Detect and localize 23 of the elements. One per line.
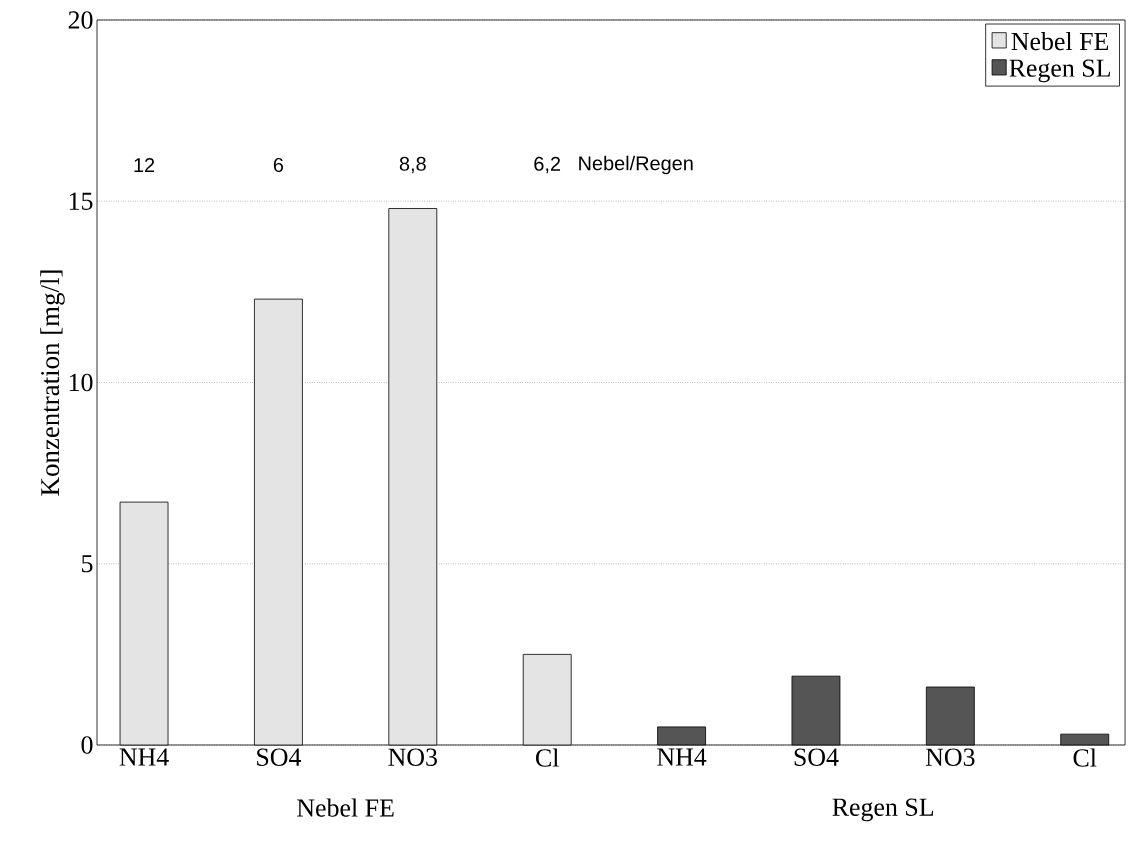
y-axis-title: Konzentration [mg/l]	[40, 270, 65, 496]
y-tick-label: 5	[82, 555, 93, 573]
y-tick-label: 10	[69, 373, 93, 392]
legend-label: Nebel FE	[1011, 32, 1109, 51]
text: Regen SL	[832, 798, 934, 822]
legend-label: Regen SL	[1009, 59, 1110, 83]
x-tick-label: SO4	[257, 748, 302, 766]
y-tick-label: 15	[69, 192, 93, 210]
annotation: Nebel/Regen	[579, 155, 693, 175]
x-tick-label: Cl	[536, 748, 559, 767]
annotation: 8,8	[399, 156, 426, 174]
x-tick-label: NO3	[925, 748, 975, 766]
y-tick-label: 20	[68, 11, 93, 29]
annotation: 12	[134, 158, 155, 172]
annotation: 6	[273, 157, 284, 173]
x-tick-label: Cl	[1073, 748, 1097, 767]
y-tick-label: 0	[81, 736, 93, 754]
x-tick-label: NH4	[119, 748, 169, 766]
x-tick-label: NO3	[388, 748, 437, 766]
text: Nebel FE	[297, 798, 394, 817]
annotation: 6,2	[534, 156, 561, 174]
x-tick-label: SO4	[794, 748, 839, 766]
x-tick-label: NH4	[657, 748, 707, 766]
